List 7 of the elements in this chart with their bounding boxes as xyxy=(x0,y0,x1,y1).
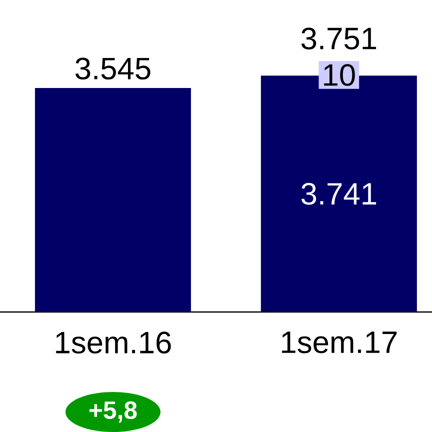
text: +5,8 xyxy=(89,401,137,423)
data-label: 3.741 xyxy=(301,182,376,205)
total-label: 3.751 xyxy=(301,28,376,50)
x-tick-label: 1sem.17 xyxy=(282,332,397,354)
x-tick-label: 1sem.16 xyxy=(56,332,171,354)
total-label: 3.545 xyxy=(76,58,150,80)
data-label: 10 xyxy=(324,64,355,86)
